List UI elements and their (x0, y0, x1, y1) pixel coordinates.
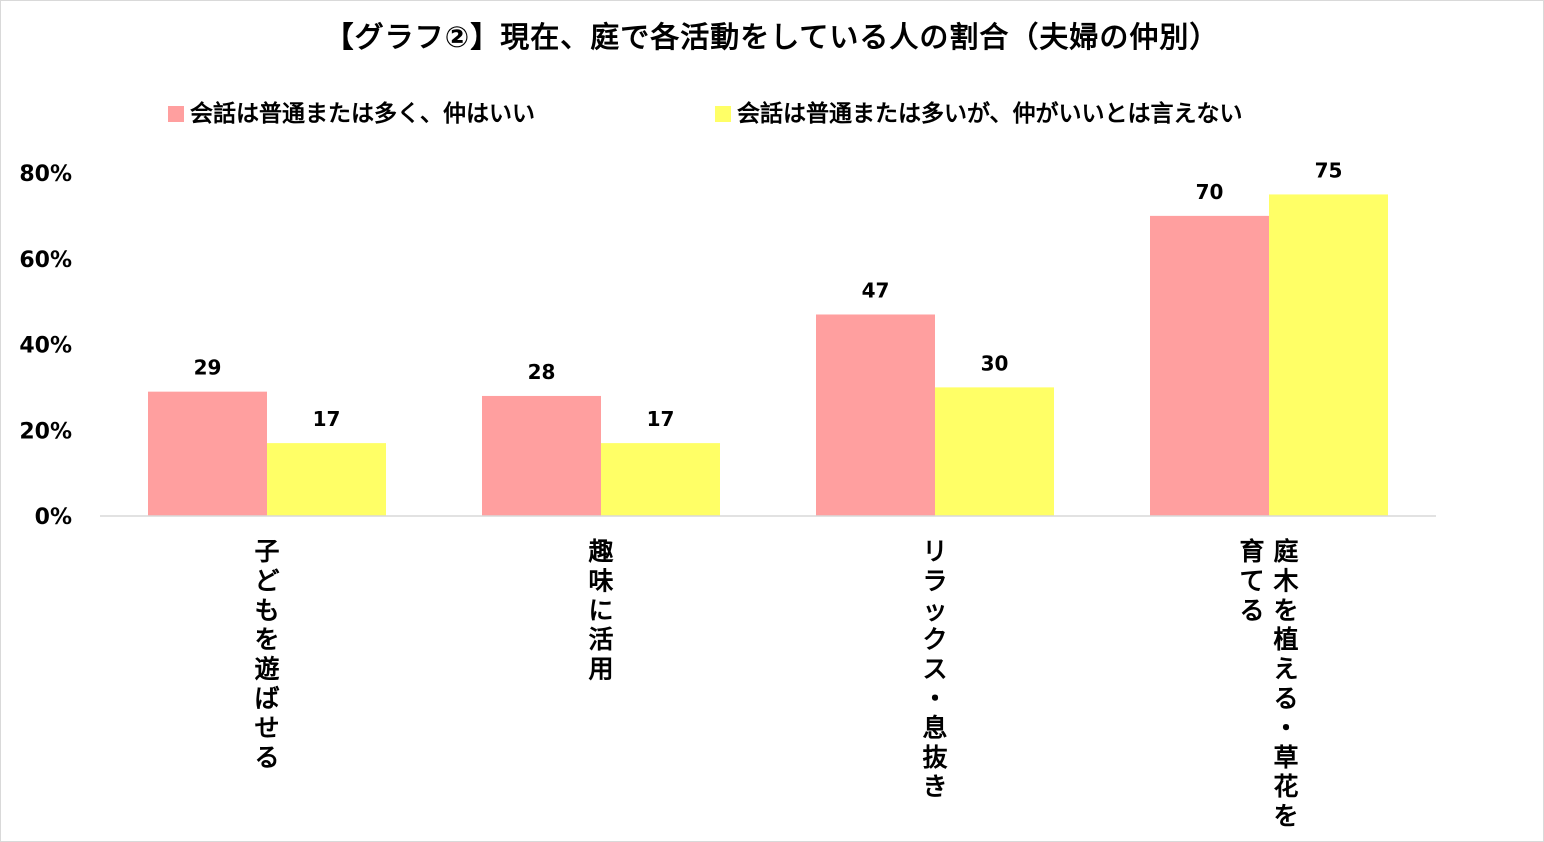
chart-legend: 会話は普通または多く、仲はいい 会話は普通または多いが、仲がいいとは言えない (0, 97, 1544, 131)
bar-value-label: 17 (313, 407, 341, 431)
category-label-line: リラックス・息抜き (922, 537, 948, 801)
y-tick-label: 20% (19, 419, 72, 444)
bar-series-1 (1150, 215, 1269, 516)
bar-value-label: 70 (1196, 180, 1224, 204)
bar-value-label: 47 (862, 278, 890, 302)
bar-series-2 (1269, 194, 1388, 516)
value-labels: 29 17 28 17 47 30 70 75 (194, 158, 1343, 431)
bar-series-1 (482, 395, 601, 516)
y-tick-label: 80% (19, 162, 72, 187)
bar-series-2 (267, 443, 386, 516)
legend-item-series-1: 会話は普通または多く、仲はいい (168, 97, 535, 131)
category-label: 趣味に活用 (587, 537, 613, 684)
legend-swatch-series-2 (715, 106, 731, 122)
bar-series-2 (601, 443, 720, 516)
bar-value-label: 30 (981, 351, 1009, 375)
category-label: リラックス・息抜き (922, 537, 948, 801)
category-label-line: 庭木を植える・草花を (1272, 537, 1298, 831)
legend-label-series-2: 会話は普通または多いが、仲がいいとは言えない (737, 101, 1243, 127)
bar-value-label: 28 (528, 360, 556, 384)
bar-group (148, 194, 1388, 516)
category-label-line: 子どもを遊ばせる (254, 537, 279, 772)
bar-series-1 (148, 391, 267, 516)
y-tick-label: 60% (19, 248, 72, 273)
chart-title: 【グラフ②】現在、庭で各活動をしている人の割合（夫婦の仲別） (324, 20, 1220, 54)
category-label-line: 育てる (1239, 537, 1264, 625)
y-axis-ticks: 0% 20% 40% 60% 80% (19, 162, 72, 530)
bar-value-label: 17 (647, 407, 675, 431)
legend-item-series-2: 会話は普通または多いが、仲がいいとは言えない (715, 97, 1243, 131)
category-label: 子どもを遊ばせる (254, 537, 279, 772)
y-tick-label: 40% (19, 334, 72, 359)
category-label-line: 趣味に活用 (587, 537, 613, 684)
bar-series-2 (935, 387, 1054, 516)
bar-value-label: 75 (1315, 158, 1343, 182)
bar-series-1 (816, 314, 935, 516)
legend-swatch-series-1 (168, 106, 184, 122)
legend-label-series-1: 会話は普通または多く、仲はいい (190, 101, 535, 127)
bar-value-label: 29 (194, 356, 222, 380)
y-tick-label: 0% (35, 505, 72, 530)
